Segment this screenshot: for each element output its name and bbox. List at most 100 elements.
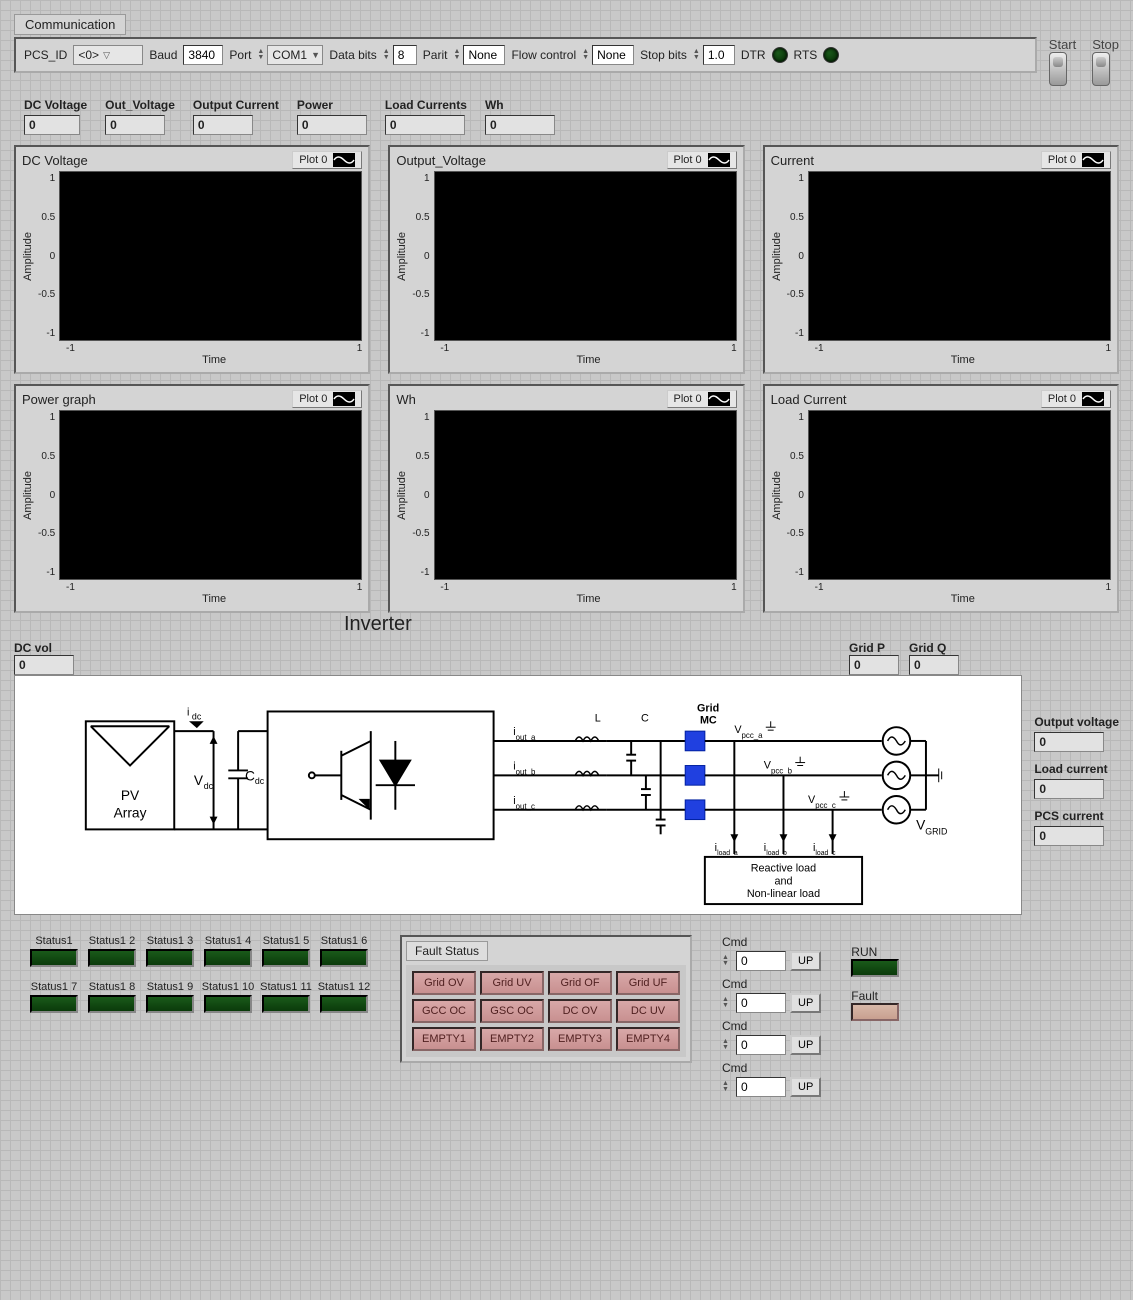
- pcs-current-side-label: PCS current: [1034, 809, 1119, 823]
- waveform-icon: [708, 153, 730, 167]
- chart-panel: DC Voltage Plot 0 Amplitude 10.50-0.5-1 …: [14, 145, 370, 374]
- stop-toggle[interactable]: [1092, 52, 1110, 86]
- chart-yticks: 10.50-0.5-1: [412, 171, 429, 341]
- inverter-diagram: PV Array idc Vdc Cdc: [14, 675, 1022, 915]
- fault-indicator: EMPTY3: [548, 1027, 612, 1051]
- fault-indicator: EMPTY4: [616, 1027, 680, 1051]
- stopbits-input[interactable]: [703, 45, 735, 65]
- waveform-icon: [333, 153, 355, 167]
- chart-plot-area[interactable]: [59, 410, 362, 580]
- status-led-label: Status1 10: [202, 981, 255, 993]
- grid-q-label: Grid Q: [909, 641, 946, 655]
- chart-xlabel: Time: [22, 593, 362, 605]
- svg-text:VGRID: VGRID: [916, 817, 947, 836]
- cmd-label: Cmd: [722, 935, 821, 949]
- plot-legend[interactable]: Plot 0: [292, 151, 362, 169]
- start-label: Start: [1049, 37, 1076, 52]
- status-led-label: Status1 5: [263, 935, 309, 947]
- status-led: [320, 995, 368, 1013]
- fault-indicator: EMPTY1: [412, 1027, 476, 1051]
- communication-section-label: Communication: [14, 14, 126, 35]
- status-led-label: Status1 7: [31, 981, 77, 993]
- stopbits-spinner[interactable]: ▲▼: [693, 49, 703, 61]
- cmd-spinner[interactable]: ▲▼: [722, 997, 732, 1009]
- chart-panel: Power graph Plot 0 Amplitude 10.50-0.5-1…: [14, 384, 370, 613]
- waveform-icon: [708, 392, 730, 406]
- parity-input[interactable]: [463, 45, 505, 65]
- chart-ylabel: Amplitude: [22, 471, 34, 520]
- status-led: [204, 995, 252, 1013]
- waveform-icon: [333, 392, 355, 406]
- plot-legend[interactable]: Plot 0: [1041, 390, 1111, 408]
- cmd-spinner[interactable]: ▲▼: [722, 955, 732, 967]
- status-led-label: Status1 11: [260, 981, 312, 993]
- cmd-up-button[interactable]: UP: [790, 1077, 821, 1097]
- chart-plot-area[interactable]: [434, 410, 737, 580]
- chart-yticks: 10.50-0.5-1: [38, 171, 55, 341]
- cmd-input[interactable]: [736, 1077, 786, 1097]
- rts-label: RTS: [794, 48, 818, 62]
- chevron-down-icon: ▼: [307, 50, 320, 60]
- chart-plot-area[interactable]: [808, 410, 1111, 580]
- port-spinner[interactable]: ▲▼: [257, 49, 267, 61]
- chart-xticks: -11: [771, 580, 1111, 593]
- status-led: [262, 995, 310, 1013]
- cmd-spinner[interactable]: ▲▼: [722, 1081, 732, 1093]
- cmd-input[interactable]: [736, 993, 786, 1013]
- svg-text:Vpcc_a: Vpcc_a: [734, 724, 763, 740]
- status-led-label: Status1 6: [321, 935, 367, 947]
- cmd-up-button[interactable]: UP: [790, 951, 821, 971]
- cmd-input[interactable]: [736, 951, 786, 971]
- flow-input[interactable]: [592, 45, 634, 65]
- status-led: [88, 949, 136, 967]
- svg-text:Grid: Grid: [697, 702, 719, 714]
- dtr-led[interactable]: [772, 47, 788, 63]
- chart-plot-area[interactable]: [808, 171, 1111, 341]
- output-voltage-side-label: Output voltage: [1034, 715, 1119, 729]
- fault-indicator: Grid UF: [616, 971, 680, 995]
- cmd-input[interactable]: [736, 1035, 786, 1055]
- flow-spinner[interactable]: ▲▼: [582, 49, 592, 61]
- chart-plot-area[interactable]: [434, 171, 737, 341]
- chart-title: Power graph: [22, 392, 96, 407]
- run-led: [851, 959, 899, 977]
- chart-title: Wh: [396, 392, 416, 407]
- status-led-label: Status1 3: [147, 935, 193, 947]
- load-currents-value: 0: [385, 115, 465, 135]
- run-label: RUN: [851, 945, 899, 959]
- chart-plot-area[interactable]: [59, 171, 362, 341]
- cmd-spinner[interactable]: ▲▼: [722, 1039, 732, 1051]
- svg-text:Array: Array: [114, 806, 147, 821]
- grid-p-label: Grid P: [849, 641, 885, 655]
- cmd-up-button[interactable]: UP: [790, 993, 821, 1013]
- plot-legend[interactable]: Plot 0: [1041, 151, 1111, 169]
- baud-input[interactable]: [183, 45, 223, 65]
- plot-legend[interactable]: Plot 0: [667, 390, 737, 408]
- rts-led[interactable]: [823, 47, 839, 63]
- fault-status-title: Fault Status: [406, 941, 488, 961]
- chevron-down-icon: ▽: [99, 50, 110, 61]
- chart-yticks: 10.50-0.5-1: [787, 171, 804, 341]
- databits-spinner[interactable]: ▲▼: [383, 49, 393, 61]
- start-toggle[interactable]: [1049, 52, 1067, 86]
- chart-xticks: -11: [771, 341, 1111, 354]
- svg-text:dc: dc: [192, 711, 202, 721]
- chart-xticks: -11: [396, 580, 736, 593]
- fault-label: Fault: [851, 989, 899, 1003]
- pcs-id-dropdown[interactable]: <0> ▽: [73, 45, 143, 65]
- parity-spinner[interactable]: ▲▼: [453, 49, 463, 61]
- chart-ylabel: Amplitude: [396, 471, 408, 520]
- cmd-up-button[interactable]: UP: [790, 1035, 821, 1055]
- databits-input[interactable]: [393, 45, 417, 65]
- fault-indicator: GSC OC: [480, 999, 544, 1023]
- status-led: [262, 949, 310, 967]
- load-currents-label: Load Currents: [385, 98, 467, 112]
- plot-legend[interactable]: Plot 0: [667, 151, 737, 169]
- wh-label: Wh: [485, 98, 555, 112]
- plot-legend[interactable]: Plot 0: [292, 390, 362, 408]
- power-label: Power: [297, 98, 367, 112]
- port-dropdown[interactable]: COM1 ▼: [267, 45, 323, 65]
- output-current-label: Output Current: [193, 98, 279, 112]
- pcs-id-label: PCS_ID: [24, 48, 67, 62]
- status-led-label: Status1 12: [318, 981, 371, 993]
